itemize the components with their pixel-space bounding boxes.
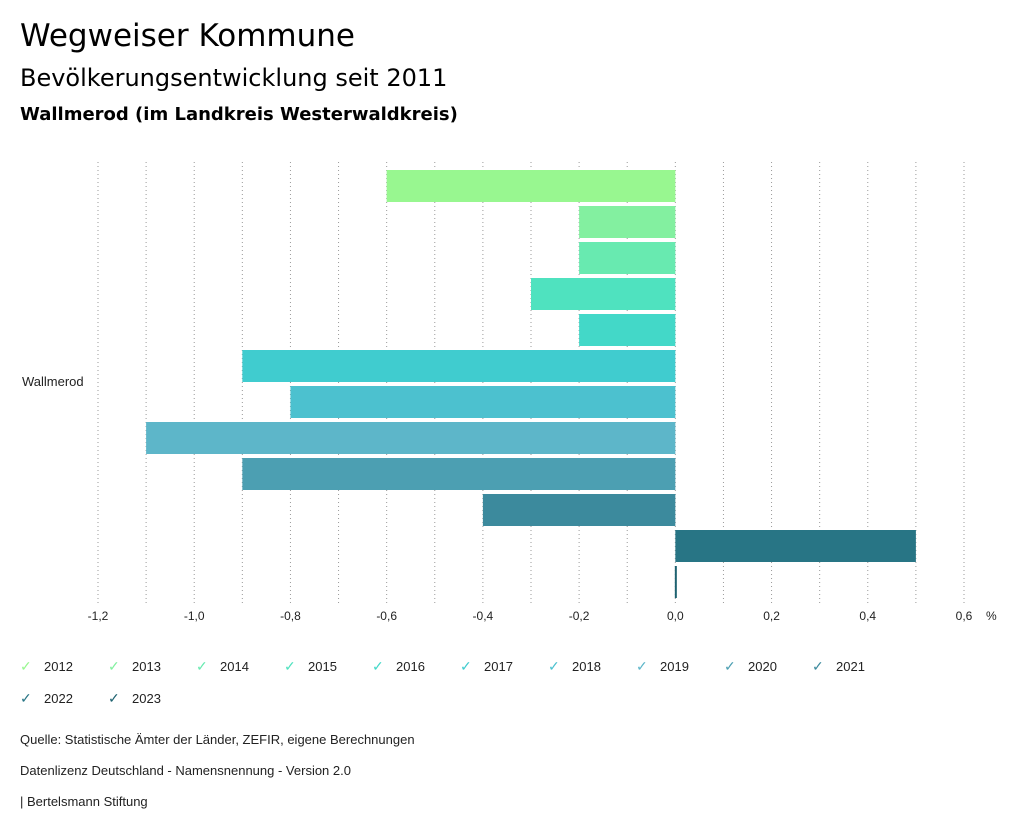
x-axis-unit: %	[986, 609, 997, 623]
region-label: Wallmerod (im Landkreis Westerwaldkreis)	[20, 104, 458, 125]
bar-2020	[242, 458, 676, 490]
legend-label: 2019	[660, 659, 689, 674]
x-tick-label: -0,6	[376, 609, 397, 623]
legend-item-2017[interactable]: ✓ 2017	[460, 658, 513, 675]
bar-2023	[674, 566, 677, 598]
check-icon: ✓	[724, 658, 736, 674]
x-tick-label: -0,2	[569, 609, 590, 623]
legend-item-2019[interactable]: ✓ 2019	[636, 658, 689, 675]
check-icon: ✓	[196, 658, 208, 674]
legend-label: 2013	[132, 659, 161, 674]
x-tick-label: 0,2	[763, 609, 780, 623]
x-tick-label: 0,0	[667, 609, 684, 623]
x-tick-label: -0,4	[473, 609, 494, 623]
legend-item-2014[interactable]: ✓ 2014	[196, 658, 249, 675]
x-tick-label: -0,8	[280, 609, 301, 623]
check-icon: ✓	[108, 658, 120, 674]
bar-2022	[675, 530, 916, 562]
legend-item-2012[interactable]: ✓ 2012	[20, 658, 73, 675]
legend-label: 2012	[44, 659, 73, 674]
legend-label: 2023	[132, 691, 161, 706]
legend-label: 2021	[836, 659, 865, 674]
check-icon: ✓	[460, 658, 472, 674]
legend-item-2021[interactable]: ✓ 2021	[812, 658, 865, 675]
legend-label: 2018	[572, 659, 601, 674]
source-note: Quelle: Statistische Ämter der Länder, Z…	[20, 732, 415, 747]
x-tick-label: 0,6	[956, 609, 973, 623]
publisher-note: | Bertelsmann Stiftung	[20, 794, 148, 809]
legend-item-2023[interactable]: ✓ 2023	[108, 690, 161, 707]
check-icon: ✓	[20, 658, 32, 674]
legend-item-2022[interactable]: ✓ 2022	[20, 690, 73, 707]
legend-item-2018[interactable]: ✓ 2018	[548, 658, 601, 675]
legend-label: 2020	[748, 659, 777, 674]
legend-label: 2017	[484, 659, 513, 674]
bar-2012	[386, 170, 676, 202]
check-icon: ✓	[636, 658, 648, 674]
license-note: Datenlizenz Deutschland - Namensnennung …	[20, 763, 351, 778]
check-icon: ✓	[372, 658, 384, 674]
legend-label: 2014	[220, 659, 249, 674]
check-icon: ✓	[812, 658, 824, 674]
bar-2017	[242, 350, 676, 382]
bar-2018	[290, 386, 676, 418]
check-icon: ✓	[108, 690, 120, 706]
legend-item-2015[interactable]: ✓ 2015	[284, 658, 337, 675]
x-tick-label: -1,2	[88, 609, 109, 623]
legend-item-2013[interactable]: ✓ 2013	[108, 658, 161, 675]
bar-2015	[531, 278, 676, 310]
legend-label: 2016	[396, 659, 425, 674]
legend-item-2016[interactable]: ✓ 2016	[372, 658, 425, 675]
chart-subtitle: Bevölkerungsentwicklung seit 2011	[20, 64, 448, 92]
check-icon: ✓	[20, 690, 32, 706]
legend-label: 2022	[44, 691, 73, 706]
x-tick-label: -1,0	[184, 609, 205, 623]
check-icon: ✓	[548, 658, 560, 674]
legend-label: 2015	[308, 659, 337, 674]
bar-2013	[579, 206, 676, 238]
page-title: Wegweiser Kommune	[20, 18, 355, 54]
legend-item-2020[interactable]: ✓ 2020	[724, 658, 777, 675]
category-label: Wallmerod	[22, 374, 84, 389]
bar-2021	[482, 494, 676, 526]
bar-2014	[579, 242, 676, 274]
bar-chart: -1,2 -1,0 -0,8 -0,6 -0,4 -0,2 0,0 0,2 0,4 0,6 % Wal…	[22, 162, 997, 623]
check-icon: ✓	[284, 658, 296, 674]
bar-2019	[146, 422, 676, 454]
bar-2016	[579, 314, 676, 346]
x-tick-label: 0,4	[859, 609, 876, 623]
